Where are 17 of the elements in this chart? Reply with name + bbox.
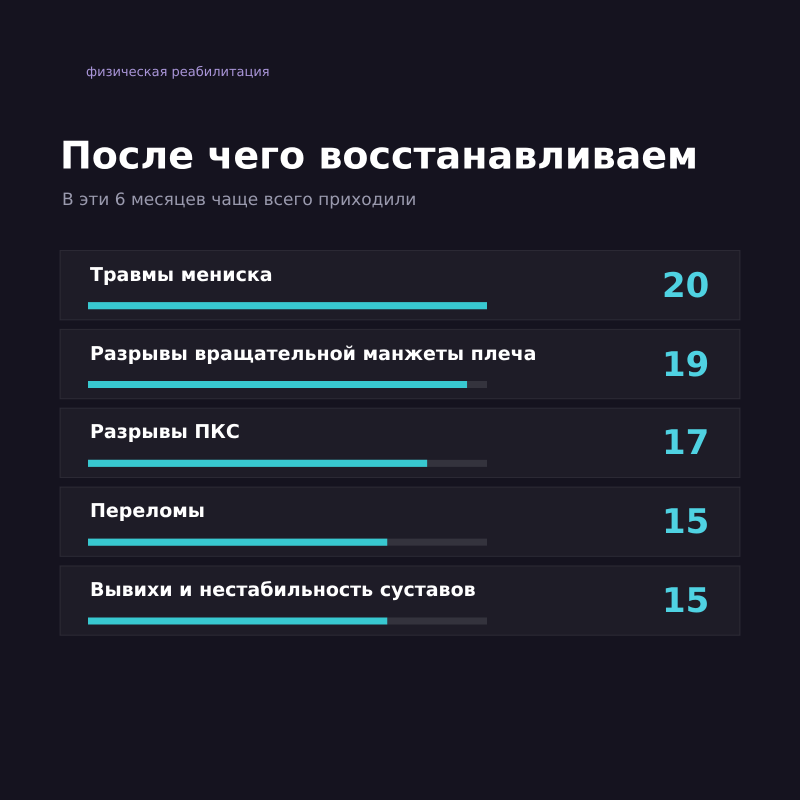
bar	[88, 617, 388, 625]
chart-subtitle: В эти 6 месяцев чаще всего приходили	[62, 190, 416, 210]
data-label: 19	[662, 345, 710, 385]
text: физическая реабилитация	[86, 65, 270, 80]
bar	[88, 460, 428, 467]
chart-title: После чего восстанавливаем	[60, 133, 698, 178]
data-label: 17	[662, 423, 710, 463]
y-tick-label: Разрывы вращательной манжеты плеча	[90, 343, 536, 365]
bar	[88, 380, 468, 388]
y-tick-label: Переломы	[90, 500, 205, 522]
y-tick-label: Вывихи и нестабильность суставов	[90, 579, 476, 601]
data-label: 15	[662, 581, 710, 621]
data-label: 15	[662, 502, 710, 542]
data-label: 20	[662, 266, 710, 306]
y-tick-label: Травмы мениска	[90, 264, 273, 286]
y-tick-label: Разрывы ПКС	[90, 421, 240, 443]
bar	[88, 538, 388, 546]
